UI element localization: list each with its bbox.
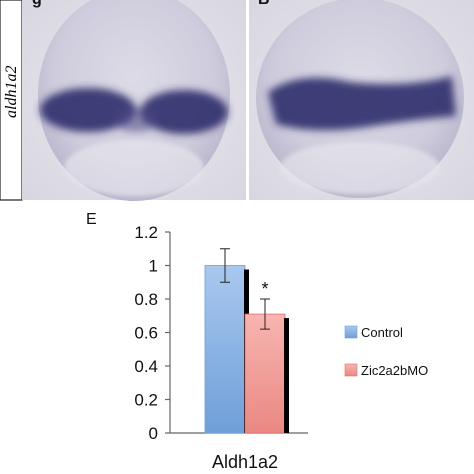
bar-chart: 0 0.2 0.4 0.6 0.8 1 1.2 * Aldh1a2 Control Zic2a2bM… [134,223,428,472]
y-tick-label: 0.8 [134,290,158,309]
y-tick-label: 1.2 [134,223,158,242]
y-tick-label: 0.6 [134,324,158,343]
y-tick-label: 0 [149,424,158,443]
x-category-label: Aldh1a2 [212,452,278,472]
legend-swatch-zic2a2bmo [344,363,358,377]
significance-marker: * [261,279,268,299]
bar-zic2a2bmo [244,313,286,434]
bar-shadow-zic2a2bmo [284,318,289,433]
stain-left [40,88,228,134]
bar-control [204,265,246,434]
legend-swatch-control [344,325,358,339]
stain-right [268,76,456,131]
gene-label-strip: aldh1a2 [0,0,23,201]
chart-panel-letter: E [86,211,97,228]
embryo-image-left: g [22,0,246,201]
embryo-image-right: B [249,0,474,200]
y-tick-label: 0.2 [134,391,158,410]
panel-letter-right: B [258,0,270,8]
legend-label-control: Control [361,325,403,340]
y-tick-label: 1 [149,257,158,276]
gene-label: aldh1a2 [3,66,20,118]
y-tick-label: 0.4 [134,357,158,376]
panel-letter-left: g [32,0,42,8]
legend-label-zic2a2bmo: Zic2a2bMO [361,363,428,378]
